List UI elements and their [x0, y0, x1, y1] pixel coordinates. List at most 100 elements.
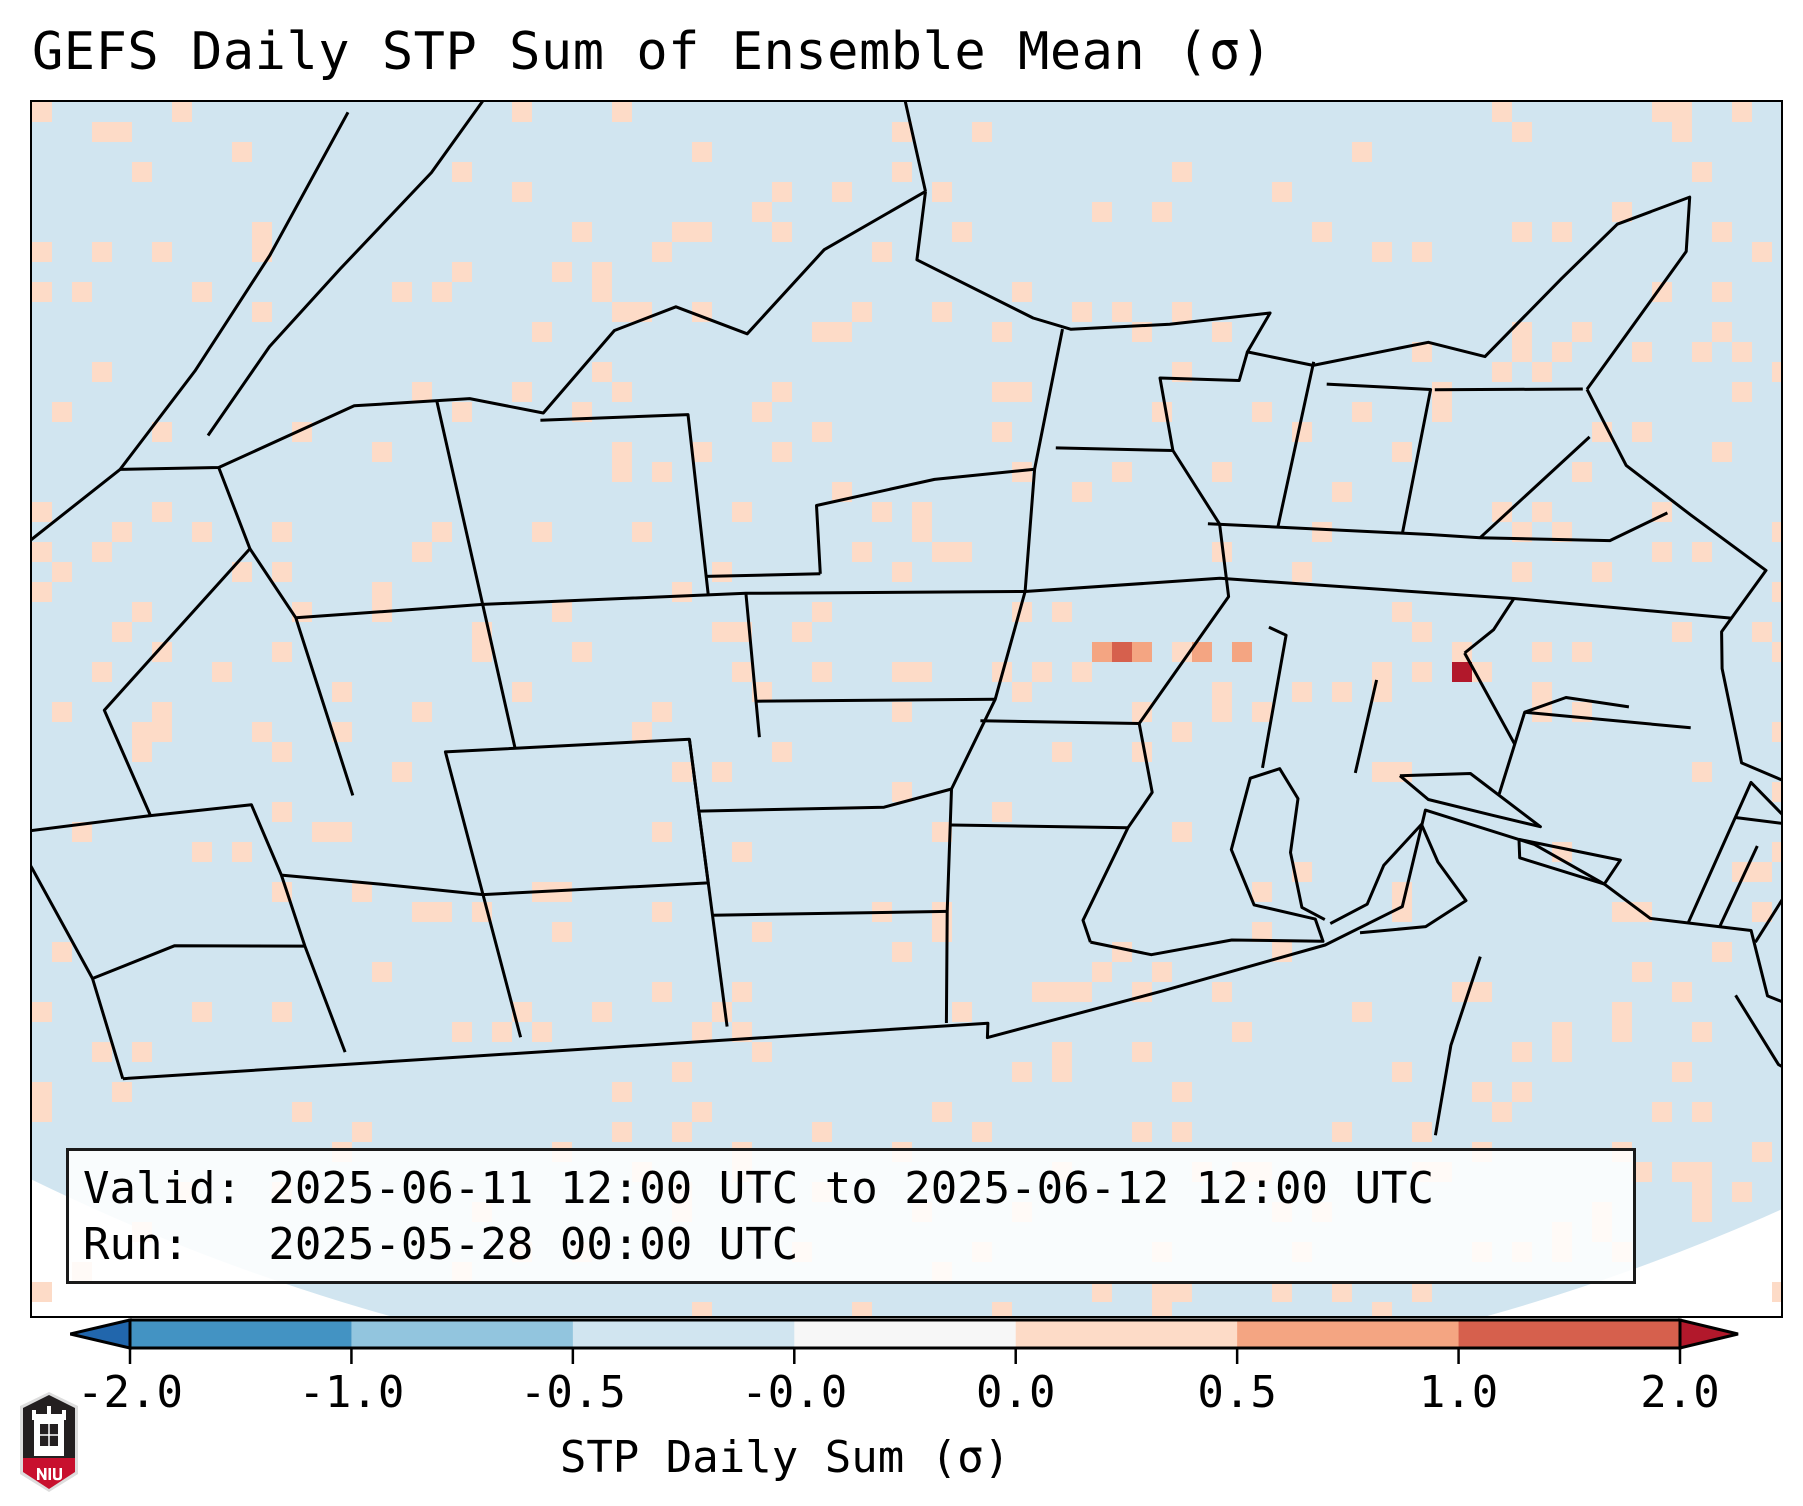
stp-cell: [932, 542, 952, 562]
colorbar: [70, 1318, 1739, 1364]
stp-cell: [32, 502, 52, 522]
stp-cell: [1112, 462, 1132, 482]
stp-cell: [32, 542, 52, 562]
stp-cell: [652, 462, 672, 482]
boundary-line: [118, 111, 350, 471]
stp-cell: [892, 662, 912, 682]
stp-cell: [52, 942, 72, 962]
stp-cell: [1172, 1282, 1192, 1302]
stp-cell: [552, 262, 572, 282]
stp-cell: [992, 802, 1012, 822]
stp-cell: [972, 1122, 992, 1142]
stp-cell: [732, 982, 752, 1002]
stp-cell: [1172, 822, 1192, 842]
stp-cell: [1692, 1022, 1712, 1042]
stp-cell: [1572, 322, 1592, 342]
boundary-line: [1718, 845, 1759, 928]
stp-cell: [72, 822, 92, 842]
stp-cell: [1612, 902, 1632, 922]
stp-cell: [1252, 882, 1272, 902]
stp-cell: [812, 602, 832, 622]
stp-cell: [712, 1002, 732, 1022]
stp-cell: [1072, 302, 1092, 322]
stp-cell: [892, 782, 912, 802]
stp-cell: [732, 662, 752, 682]
stp-cell: [672, 762, 692, 782]
stp-cell: [652, 982, 672, 1002]
boundary-line: [1478, 435, 1591, 539]
stp-cell: [92, 242, 112, 262]
boundary-line: [1463, 652, 1517, 745]
boundary-line: [815, 328, 1064, 574]
stp-cell: [1292, 422, 1312, 442]
stp-cell: [1432, 382, 1452, 402]
stp-cell: [1312, 222, 1332, 242]
stp-cell: [1492, 1102, 1512, 1122]
stp-cell: [692, 222, 712, 242]
stp-cell: [1272, 182, 1292, 202]
stp-cell: [1512, 222, 1532, 242]
stp-cell: [672, 222, 692, 242]
stp-cell: [692, 1302, 712, 1316]
stp-cell: [172, 102, 192, 122]
stp-cell: [1372, 242, 1392, 262]
stp-cell: [1492, 102, 1512, 122]
stp-cell: [1072, 482, 1092, 502]
colorbar-tick-label: 0.5: [1197, 1367, 1277, 1418]
stp-cell: [272, 522, 292, 542]
stp-cell: [932, 182, 952, 202]
stp-cell: [1212, 982, 1232, 1002]
stp-cell: [452, 262, 472, 282]
stp-cell: [1372, 682, 1392, 702]
stp-cell: [652, 822, 672, 842]
stp-cell: [692, 1022, 712, 1042]
stp-cell: [452, 1022, 472, 1042]
boundary-line: [1090, 767, 1326, 957]
stp-cell: [432, 282, 452, 302]
stp-cell: [1192, 642, 1212, 662]
stp-cell: [1712, 442, 1732, 462]
stp-cell: [232, 142, 252, 162]
stp-cell: [1172, 1122, 1192, 1142]
stp-cell: [152, 502, 172, 522]
stp-cell: [1012, 382, 1032, 402]
boundary-line: [687, 739, 729, 1027]
stp-cell: [1352, 142, 1372, 162]
boundary-line: [1353, 679, 1379, 774]
stp-cell: [512, 1002, 532, 1022]
stp-cell: [612, 1122, 632, 1142]
stp-cell: [132, 742, 152, 762]
stp-cell: [1172, 302, 1192, 322]
boundary-line: [1433, 956, 1482, 1136]
stp-cell: [992, 382, 1012, 402]
stp-cell: [1212, 462, 1232, 482]
stp-cell: [1232, 1022, 1252, 1042]
stp-cell: [32, 102, 52, 122]
stp-cell: [352, 1122, 372, 1142]
colorbar-tick-label: 0.0: [975, 1367, 1056, 1418]
stp-cell: [1372, 662, 1392, 682]
stp-cell: [1632, 342, 1652, 362]
stp-cell: [252, 242, 272, 262]
stp-cell: [1112, 942, 1132, 962]
boundary-line: [1735, 816, 1781, 825]
boundary-line: [951, 823, 1128, 830]
stp-cell: [772, 382, 792, 402]
stp-cell: [1172, 1082, 1192, 1102]
colorbar-extend-high: [1678, 1318, 1739, 1350]
stp-cell: [732, 1022, 752, 1042]
colorbar-bin: [1015, 1320, 1238, 1348]
stp-cell: [1132, 702, 1152, 722]
stp-cell: [532, 322, 552, 342]
colorbar-bin: [1237, 1320, 1460, 1348]
stp-cell: [52, 562, 72, 582]
stp-cell: [32, 582, 52, 602]
stp-cell: [452, 402, 472, 422]
stp-cell: [772, 442, 792, 462]
colorbar-bin: [794, 1320, 1017, 1348]
stp-cell: [252, 222, 272, 242]
stp-cell: [552, 602, 572, 622]
boundary-line: [980, 719, 1140, 725]
stp-cell: [752, 402, 772, 422]
stp-cell: [112, 522, 132, 542]
